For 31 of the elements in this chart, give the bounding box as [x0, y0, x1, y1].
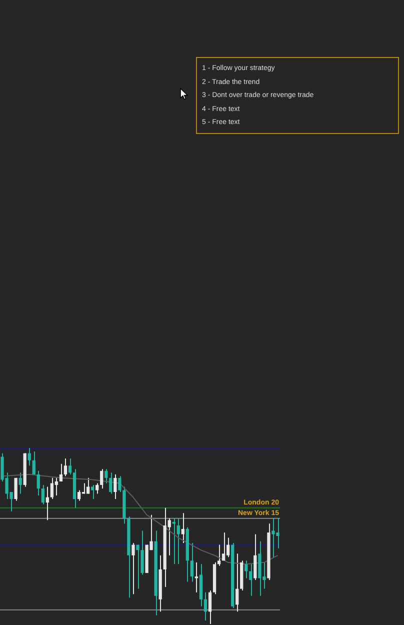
candlestick [36, 470, 40, 496]
candlestick [114, 474, 117, 500]
candlestick [96, 482, 99, 494]
candlestick [50, 477, 54, 500]
candlestick [208, 590, 212, 624]
candlestick [18, 472, 22, 494]
candlestick [64, 458, 68, 477]
candlestick [14, 477, 18, 502]
candlestick [236, 553, 239, 612]
candlestick [54, 477, 58, 496]
candlestick [190, 542, 194, 582]
candlestick [46, 486, 49, 521]
candlestick [249, 564, 252, 596]
candlestick [244, 560, 248, 579]
candlestick [77, 490, 81, 502]
candlestick [222, 532, 226, 562]
candlestick [100, 468, 104, 489]
candlestick [104, 468, 108, 484]
candlestick [91, 484, 94, 500]
candlestick [176, 518, 180, 565]
candlestick [86, 477, 90, 494]
candlestick [32, 451, 36, 475]
candlestick [204, 592, 208, 621]
candlestick [28, 448, 31, 466]
candlestick [254, 534, 257, 580]
candlestick [68, 458, 72, 475]
candlestick [181, 512, 184, 544]
candlestick [109, 472, 112, 494]
candlestick [132, 542, 135, 595]
candlestick [59, 463, 63, 482]
candlestick [41, 484, 44, 505]
